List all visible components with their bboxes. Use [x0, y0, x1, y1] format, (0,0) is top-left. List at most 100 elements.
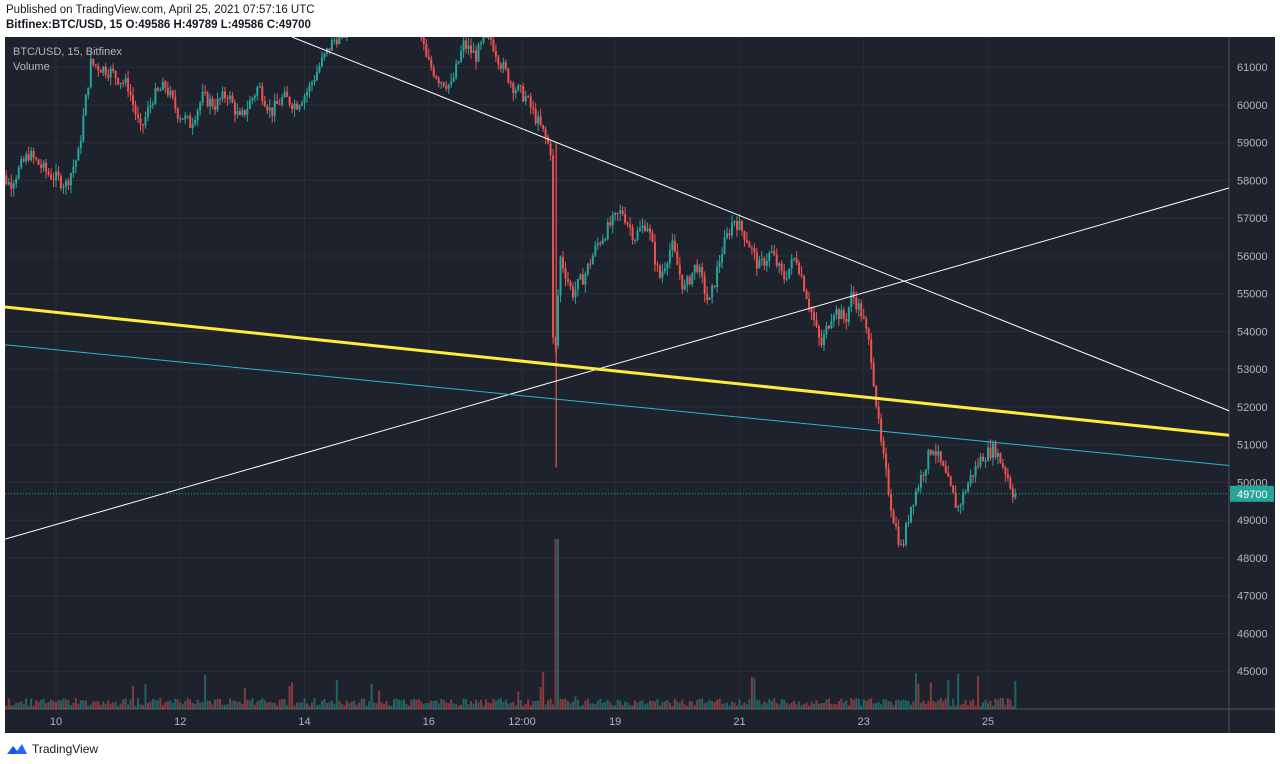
- volume-bar: [427, 702, 430, 709]
- candle-body: [601, 239, 604, 244]
- candle-body: [989, 447, 992, 459]
- candle-body: [79, 140, 82, 149]
- candle-body: [616, 213, 619, 215]
- volume-bar: [104, 703, 107, 709]
- candlestick-chart[interactable]: 4500046000470004800049000500005100052000…: [5, 37, 1275, 733]
- volume-bar: [407, 705, 410, 709]
- candle-body: [477, 44, 480, 62]
- candle-body: [266, 106, 269, 111]
- x-tick-label: 21: [733, 716, 745, 728]
- volume-bar: [785, 702, 788, 709]
- volume-bar: [937, 700, 940, 709]
- chart-panel[interactable]: 45000 46000 47000 48000 49000 50000 51000 52000…: [5, 37, 1275, 733]
- volume-bar: [745, 704, 748, 709]
- candle-body: [209, 98, 212, 107]
- candle-body: [99, 70, 102, 73]
- candle-body: [716, 266, 719, 287]
- candle-body: [320, 57, 323, 67]
- candle-body: [263, 101, 266, 107]
- candle-body: [693, 264, 696, 273]
- candle-body: [815, 320, 818, 326]
- volume-bar: [919, 703, 922, 709]
- volume-bar: [867, 699, 870, 709]
- volume-bar: [139, 704, 142, 709]
- candle-body: [726, 233, 729, 238]
- volume-bar: [412, 698, 415, 709]
- candle-body: [216, 98, 219, 110]
- volume-bar: [467, 704, 470, 709]
- volume-bar: [509, 702, 512, 709]
- volume-bar: [1006, 698, 1009, 709]
- candle-body: [94, 64, 97, 66]
- candle-body: [954, 493, 957, 508]
- candle-body: [310, 82, 313, 85]
- candle-body: [30, 151, 33, 161]
- candle-body: [176, 108, 179, 119]
- candle-body: [606, 221, 609, 240]
- volume-bar: [388, 705, 391, 709]
- volume-bar: [40, 699, 43, 709]
- candle-body: [35, 157, 38, 160]
- candle-body: [231, 95, 234, 103]
- volume-bar: [641, 700, 644, 709]
- volume-bar: [447, 703, 450, 709]
- symbol-ohlc-line: Bitfinex:BTC/USD, 15 O:49586 H:49789 L:4…: [6, 18, 315, 33]
- x-tick-label: 12:00: [508, 716, 536, 728]
- volume-bar: [825, 699, 828, 709]
- candle-body: [276, 100, 279, 104]
- volume-bar: [224, 704, 227, 709]
- volume-bar: [917, 683, 920, 709]
- volume-bar: [97, 701, 100, 709]
- volume-bar: [315, 705, 318, 709]
- volume-bar: [353, 700, 356, 709]
- candle-body: [644, 225, 647, 232]
- volume-bar: [760, 704, 763, 709]
- volume-bar: [922, 700, 925, 709]
- volume-bar: [59, 700, 62, 709]
- volume-bar: [219, 699, 222, 709]
- volume-bar: [273, 702, 276, 709]
- candle-body: [653, 242, 656, 265]
- publish-header: Published on TradingView.com, April 25, …: [6, 3, 315, 33]
- candle-body: [171, 90, 174, 98]
- volume-bar: [542, 671, 545, 709]
- candle-body: [306, 91, 309, 96]
- y-tick-label: 56000: [1237, 251, 1268, 263]
- volume-bar: [574, 696, 577, 709]
- candle-body: [860, 303, 863, 317]
- candle-body: [711, 285, 714, 298]
- candle-body: [87, 87, 90, 95]
- volume-bar: [276, 705, 279, 709]
- candle-body: [1001, 463, 1004, 468]
- volume-bar: [688, 700, 691, 709]
- volume-bar: [50, 699, 53, 709]
- volume-bar: [134, 705, 137, 709]
- volume-bar: [47, 701, 50, 709]
- candle-body: [604, 239, 607, 241]
- candle-body: [440, 82, 443, 84]
- volume-bar: [547, 700, 550, 709]
- candle-body: [169, 90, 172, 96]
- candle-body: [872, 363, 875, 386]
- volume-bar: [703, 703, 706, 709]
- volume-bar: [457, 705, 460, 709]
- candle-body: [875, 385, 878, 407]
- volume-bar: [507, 703, 510, 709]
- candle-body: [184, 115, 187, 120]
- volume-bar: [721, 703, 724, 709]
- volume-bar: [939, 698, 942, 709]
- volume-bar: [35, 700, 38, 709]
- volume-bar: [22, 703, 25, 709]
- volume-bar: [544, 704, 547, 709]
- volume-bar: [599, 698, 602, 709]
- candle-body: [1014, 493, 1017, 498]
- volume-bar: [20, 701, 23, 709]
- candle-body: [134, 104, 137, 115]
- y-tick-label: 49000: [1237, 515, 1268, 527]
- volume-bar: [875, 703, 878, 709]
- candle-body: [798, 262, 801, 275]
- candle-body: [706, 294, 709, 300]
- volume-bar: [410, 699, 413, 709]
- volume-bar: [524, 703, 527, 709]
- candle-body: [835, 309, 838, 315]
